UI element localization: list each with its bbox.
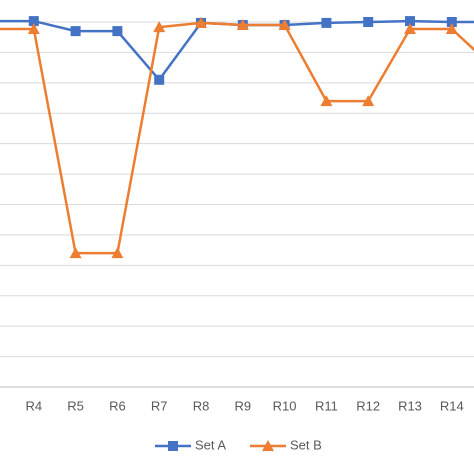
x-tick-label: R9 bbox=[234, 398, 251, 413]
marker bbox=[363, 17, 374, 27]
x-tick-label: R6 bbox=[109, 398, 126, 413]
marker bbox=[27, 22, 40, 34]
marker bbox=[154, 74, 165, 85]
x-tick-label: R7 bbox=[151, 398, 168, 413]
marker bbox=[278, 19, 291, 31]
marker bbox=[320, 95, 333, 107]
series-line bbox=[0, 21, 474, 255]
marker bbox=[111, 247, 124, 259]
marker bbox=[28, 16, 39, 27]
marker bbox=[195, 16, 207, 28]
marker bbox=[262, 440, 274, 451]
x-tick-label: R14 bbox=[440, 398, 464, 413]
x-tick-label: R10 bbox=[273, 398, 297, 413]
marker bbox=[362, 95, 375, 107]
x-tick-label: R12 bbox=[356, 398, 380, 413]
marker bbox=[153, 21, 166, 33]
marker bbox=[70, 26, 81, 37]
series bbox=[0, 16, 474, 85]
marker bbox=[321, 17, 332, 28]
x-tick-label: R13 bbox=[398, 398, 422, 413]
marker bbox=[236, 19, 249, 31]
marker bbox=[445, 22, 458, 34]
marker bbox=[404, 22, 416, 34]
marker bbox=[446, 17, 457, 27]
marker bbox=[405, 16, 415, 27]
marker bbox=[168, 441, 178, 451]
series bbox=[0, 16, 474, 259]
x-tick-label: R5 bbox=[67, 398, 84, 413]
x-tick-label: R11 bbox=[315, 398, 338, 413]
legend-label: Set A bbox=[195, 437, 226, 452]
legend-label: Set B bbox=[290, 437, 322, 452]
x-tick-label: R4 bbox=[25, 398, 42, 413]
x-tick-label: R8 bbox=[193, 398, 210, 413]
marker bbox=[69, 247, 82, 259]
marker bbox=[112, 26, 123, 37]
